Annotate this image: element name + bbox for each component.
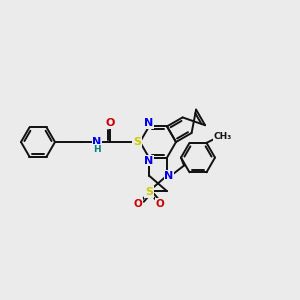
Text: S: S <box>145 187 153 197</box>
Text: O: O <box>156 199 164 209</box>
Text: O: O <box>134 199 142 209</box>
Text: N: N <box>164 171 174 181</box>
Text: CH₃: CH₃ <box>213 132 232 141</box>
Text: H: H <box>93 145 101 154</box>
Text: N: N <box>144 156 154 166</box>
Text: N: N <box>144 118 154 128</box>
Text: O: O <box>105 118 115 128</box>
Text: N: N <box>92 137 102 147</box>
Text: S: S <box>133 137 141 147</box>
